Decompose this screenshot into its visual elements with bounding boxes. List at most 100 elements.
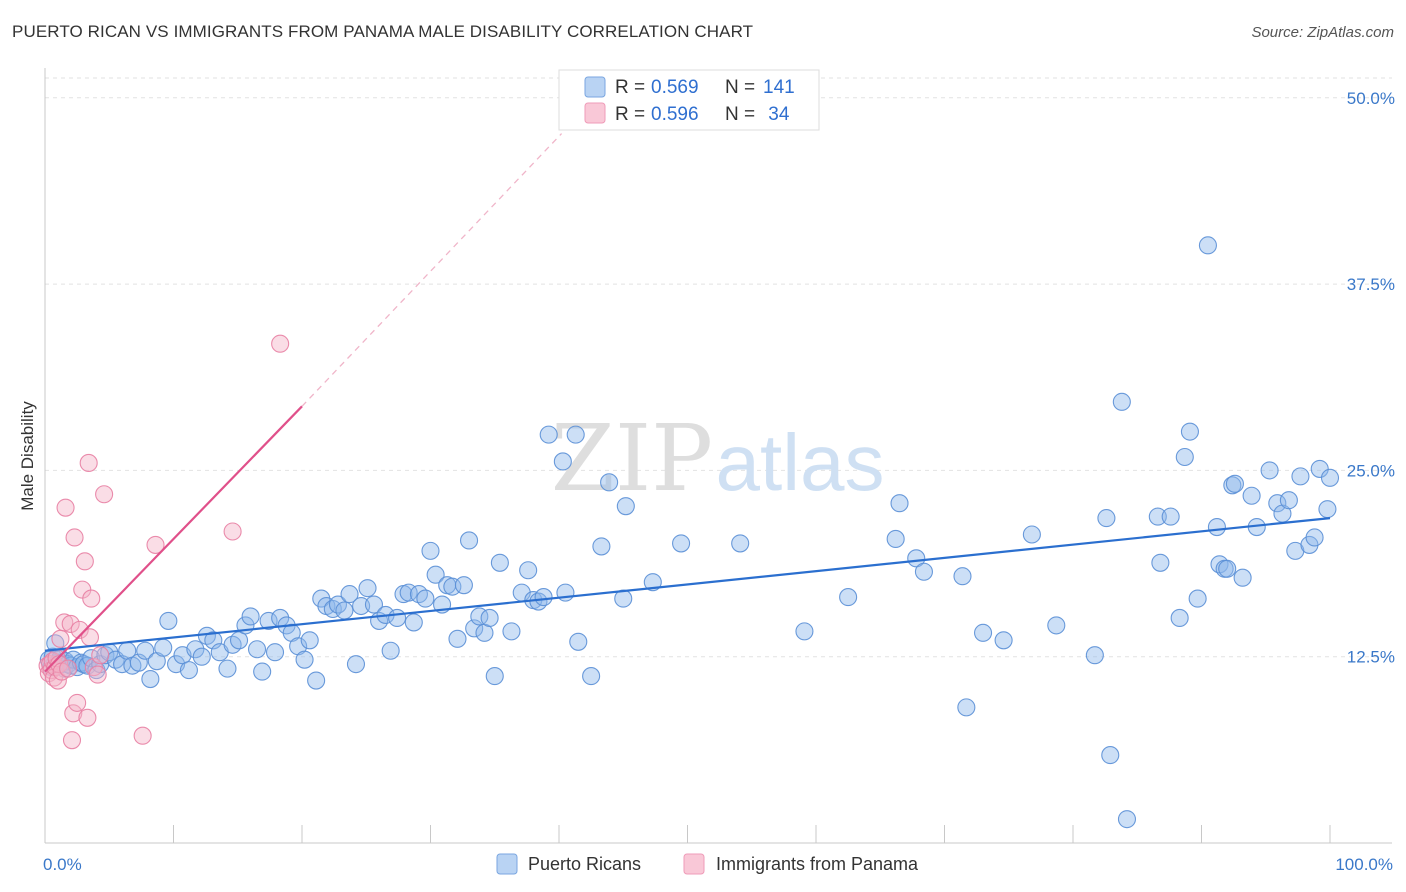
point-puerto-ricans-118 <box>1022 525 1041 544</box>
point-puerto-ricans-72 <box>404 613 423 632</box>
axis-layer <box>44 68 1392 844</box>
point-puerto-ricans-83 <box>465 619 484 638</box>
point-puerto-ricans-128 <box>1170 608 1189 628</box>
point-puerto-ricans-150 <box>1310 459 1329 478</box>
point-panama-32 <box>146 535 165 554</box>
point-puerto-ricans-87 <box>485 667 504 686</box>
point-puerto-ricans-99 <box>569 632 588 651</box>
x-tick-label-0: 0.0% <box>43 855 82 874</box>
legend-label-panama: Immigrants from Panama <box>716 854 919 874</box>
legend-swatch-puerto-ricans <box>496 853 518 875</box>
point-panama-26 <box>82 589 101 608</box>
point-panama-19 <box>68 693 87 712</box>
point-puerto-ricans-113 <box>914 562 933 581</box>
point-puerto-ricans-140 <box>1242 486 1261 505</box>
stats-swatch-panama <box>584 102 606 124</box>
point-puerto-ricans-112 <box>907 549 926 568</box>
point-puerto-ricans-138 <box>1225 474 1244 493</box>
y-tick-label-3: 50.0% <box>1347 89 1395 108</box>
point-puerto-ricans-64 <box>358 579 377 598</box>
point-puerto-ricans-48 <box>265 643 285 662</box>
point-puerto-ricans-46 <box>253 662 272 681</box>
point-puerto-ricans-96 <box>553 452 572 471</box>
point-puerto-ricans-60 <box>335 601 354 620</box>
point-panama-13 <box>56 498 75 517</box>
point-puerto-ricans-34 <box>179 661 198 680</box>
point-panama-20 <box>70 620 89 639</box>
point-puerto-ricans-79 <box>443 577 462 596</box>
point-puerto-ricans-54 <box>300 631 319 650</box>
point-puerto-ricans-136 <box>1218 559 1237 578</box>
point-panama-33 <box>223 522 242 541</box>
point-puerto-ricans-145 <box>1279 491 1298 510</box>
point-puerto-ricans-95 <box>539 425 558 444</box>
watermark-atlas: atlas <box>716 418 885 507</box>
point-puerto-ricans-76 <box>426 565 445 584</box>
point-panama-34 <box>271 334 290 353</box>
point-puerto-ricans-44 <box>241 607 260 626</box>
point-puerto-ricans-91 <box>519 561 538 580</box>
point-puerto-ricans-100 <box>582 667 601 686</box>
y-tick-label-1: 25.0% <box>1347 461 1395 480</box>
point-puerto-ricans-45 <box>247 640 267 659</box>
point-puerto-ricans-133 <box>1207 517 1226 537</box>
y-tick-label-2: 37.5% <box>1347 275 1395 294</box>
point-panama-16 <box>62 731 82 750</box>
point-puerto-ricans-149 <box>1305 528 1324 547</box>
point-puerto-ricans-109 <box>839 588 858 607</box>
point-puerto-ricans-107 <box>731 534 750 553</box>
point-panama-10 <box>51 629 70 648</box>
point-puerto-ricans-129 <box>1175 447 1194 467</box>
point-panama-29 <box>91 646 110 665</box>
point-puerto-ricans-143 <box>1268 494 1287 513</box>
point-puerto-ricans-28 <box>141 670 160 689</box>
point-panama-28 <box>88 665 107 684</box>
stats-n-label-1: N = <box>725 104 755 125</box>
point-panama-23 <box>78 708 97 727</box>
page-source: Source: ZipAtlas.com <box>1251 24 1394 41</box>
point-puerto-ricans-151 <box>1318 500 1337 519</box>
point-puerto-ricans-101 <box>592 537 611 556</box>
point-puerto-ricans-120 <box>1085 646 1104 665</box>
point-puerto-ricans-132 <box>1198 236 1217 255</box>
point-puerto-ricans-80 <box>448 629 467 648</box>
bottom-legend: Puerto Ricans Immigrants from Panama <box>496 853 919 875</box>
point-puerto-ricans-62 <box>346 655 366 674</box>
tick-label-layer: 12.5% 25.0% 37.5% 50.0% 0.0% 100.0% <box>43 89 1395 874</box>
point-puerto-ricans-82 <box>459 531 479 550</box>
point-puerto-ricans-122 <box>1101 746 1120 765</box>
stats-swatch-puerto-ricans <box>584 76 606 98</box>
stats-r-value-0: 0.569 <box>651 77 699 98</box>
trend-line-panama-extension <box>301 133 563 407</box>
trend-layer <box>44 133 1331 673</box>
point-puerto-ricans-125 <box>1148 507 1167 526</box>
point-puerto-ricans-35 <box>186 640 205 659</box>
point-puerto-ricans-130 <box>1180 422 1199 441</box>
stats-legend: R = 0.569 N = 141 R = 0.596 N = 34 <box>558 69 820 131</box>
point-puerto-ricans-110 <box>886 529 905 549</box>
point-puerto-ricans-40 <box>218 659 237 678</box>
point-puerto-ricans-115 <box>957 698 976 717</box>
point-puerto-ricans-152 <box>1320 468 1340 487</box>
point-puerto-ricans-53 <box>295 650 314 669</box>
point-puerto-ricans-142 <box>1260 461 1279 480</box>
point-puerto-ricans-88 <box>490 553 509 572</box>
point-puerto-ricans-27 <box>136 641 155 660</box>
point-puerto-ricans-117 <box>994 631 1013 650</box>
point-puerto-ricans-98 <box>566 425 585 444</box>
point-puerto-ricans-124 <box>1117 810 1137 829</box>
point-panama-14 <box>59 659 78 678</box>
point-panama-17 <box>64 704 83 723</box>
point-puerto-ricans-147 <box>1291 467 1310 486</box>
point-puerto-ricans-123 <box>1112 392 1131 411</box>
points-layer <box>38 236 1340 829</box>
point-panama-31 <box>133 726 152 745</box>
y-tick-label-0: 12.5% <box>1347 648 1395 667</box>
point-panama-22 <box>75 552 94 571</box>
point-panama-15 <box>61 614 80 633</box>
legend-swatch-panama <box>683 853 705 875</box>
stats-n-value-1: 34 <box>763 104 790 125</box>
watermark: ZIP atlas <box>551 405 885 512</box>
stats-n-value-0: 141 <box>763 77 795 98</box>
